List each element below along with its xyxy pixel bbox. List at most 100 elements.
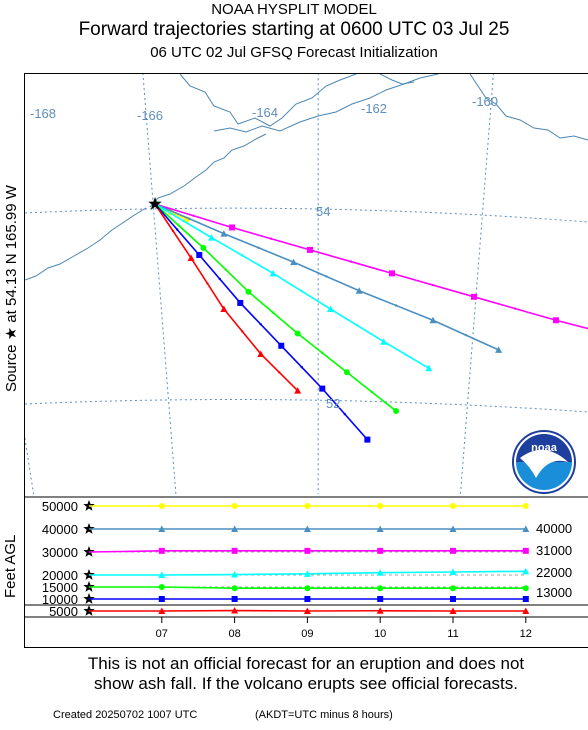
height-series-point (450, 596, 456, 602)
trajectory-tick (349, 260, 353, 263)
height-series-point (231, 596, 238, 602)
trajectory-tick (321, 351, 324, 355)
height-series-point (449, 568, 457, 576)
longitude-label: -162 (361, 101, 387, 116)
parallel-line-52 (25, 399, 588, 413)
height-tick-label: 50000 (42, 499, 78, 514)
trajectory-tick (269, 237, 273, 240)
trajectory-point (393, 408, 400, 415)
right-height-label: 13000 (536, 585, 572, 600)
trajectory-tick (206, 282, 209, 285)
height-series-point (377, 596, 384, 602)
coastline (25, 207, 147, 281)
trajectory-point (196, 252, 203, 258)
height-series-point (158, 607, 166, 614)
height-series-point (231, 607, 239, 614)
height-series-point (450, 547, 456, 554)
trajectory-point (269, 269, 277, 277)
height-series-point (449, 525, 457, 532)
trajectory-point (208, 234, 216, 241)
height-series-point (231, 571, 239, 578)
trajectory-point (355, 287, 363, 294)
time-tick-label: 08 (228, 628, 240, 640)
map-layer (25, 74, 588, 494)
timezone-note: (AKDT=UTC minus 8 hours) (255, 709, 393, 721)
height-series-point (522, 567, 530, 575)
height-series-point (304, 596, 311, 602)
right-height-label: 40000 (536, 521, 572, 536)
trajectory-tick (325, 275, 328, 278)
trajectory-point (495, 346, 503, 353)
right-height-label: 31000 (536, 543, 572, 558)
trajectory-point (220, 230, 228, 237)
trajectory-tick (464, 333, 467, 337)
height-series-point (304, 585, 311, 592)
trajectory-point (425, 364, 433, 372)
trajectory-point (237, 299, 244, 306)
trajectory-point (245, 288, 252, 295)
chart-subtitle: 06 UTC 02 Jul GFSQ Forecast Initializati… (150, 44, 438, 61)
trajectory-tick (177, 224, 181, 228)
time-tick-label: 07 (156, 628, 168, 640)
logo-sea (516, 462, 572, 490)
height-series-point (377, 503, 384, 509)
trajectory-tick (175, 228, 179, 231)
height-series-point (304, 503, 311, 509)
trajectory-point (552, 317, 559, 324)
trajectory-point (257, 350, 265, 357)
trajectory-tick (431, 283, 435, 287)
height-tick-label: 15000 (42, 580, 78, 595)
height-series-point (304, 547, 311, 554)
coastline (179, 74, 357, 127)
parallel-line-54 (25, 207, 588, 223)
trajectory-point (470, 293, 477, 300)
trajectory-point (187, 254, 195, 262)
height-series-point (376, 607, 384, 614)
latitude-label: 54 (316, 204, 330, 219)
latitude-label: 52 (326, 396, 340, 411)
height-series-point (303, 607, 311, 614)
trajectory-point (343, 369, 350, 376)
chart-title: Forward trajectories starting at 0600 UT… (78, 19, 510, 40)
height-series-point (231, 547, 238, 554)
trajectory-tick (355, 324, 359, 327)
trajectory-tick (224, 268, 228, 271)
height-series-point (522, 547, 529, 554)
trajectory-point (306, 246, 313, 253)
height-tick-label: 40000 (42, 522, 78, 537)
meridian-line (459, 74, 494, 494)
trajectory-point (220, 305, 228, 313)
trajectory-tick (300, 366, 303, 369)
height-series-point (158, 584, 165, 590)
trajectory-point (229, 224, 236, 231)
trajectory-tick (343, 412, 347, 416)
trajectory-point (294, 330, 301, 337)
height-series-point (522, 503, 529, 509)
time-tick-label: 10 (374, 628, 386, 640)
trajectory-tick (241, 254, 244, 257)
longitude-label: -168 (30, 106, 56, 121)
height-tick-label: 20000 (42, 568, 78, 583)
trajectory-point (278, 342, 285, 349)
trajectory-point (200, 244, 207, 251)
height-series-point (376, 525, 384, 532)
longitude-label: -164 (252, 105, 278, 120)
longitude-label: -160 (472, 94, 498, 109)
source-star (148, 197, 162, 210)
trajectory-tick (300, 290, 303, 293)
height-series-point (522, 596, 529, 602)
time-tick-label: 11 (447, 628, 458, 640)
height-series-point (158, 547, 165, 554)
trajectory-tick (241, 330, 244, 333)
coastline (149, 133, 267, 208)
height-series-point (158, 503, 165, 509)
trajectory-tick (405, 353, 408, 357)
coastline (469, 74, 588, 141)
trajectory-point (290, 258, 298, 266)
trajectory-tick (370, 390, 373, 393)
model-name: NOAA HYSPLIT MODEL (211, 1, 377, 18)
source-location-label: Source ★ at 54.13 N 165.99 W (3, 185, 20, 392)
trajectory-tick (171, 229, 175, 233)
height-series-point (377, 585, 384, 592)
